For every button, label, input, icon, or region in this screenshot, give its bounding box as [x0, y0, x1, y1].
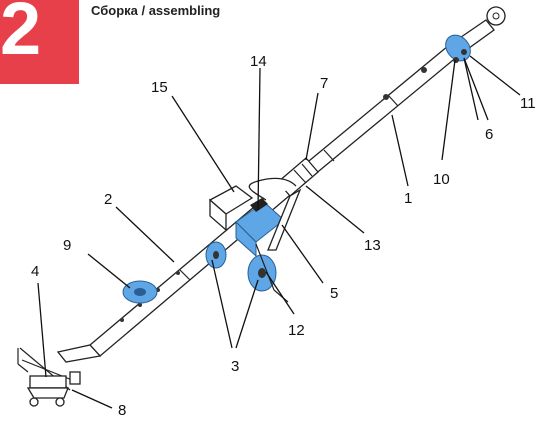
callout-3: 3	[231, 358, 239, 375]
callout-12: 12	[288, 322, 305, 339]
curved-pipe	[248, 177, 297, 201]
callout-1: 1	[404, 190, 412, 207]
step-badge: 2	[0, 0, 79, 84]
callout-5: 5	[330, 285, 338, 302]
leader-lines	[37, 55, 521, 409]
step-number: 2	[0, 0, 42, 70]
wheel-left	[205, 241, 227, 269]
callout-4: 4	[31, 263, 39, 280]
callout-14: 14	[250, 53, 267, 70]
callout-13: 13	[364, 237, 381, 254]
callout-8: 8	[118, 402, 126, 419]
callout-2: 2	[104, 191, 112, 208]
callout-labels: 1 2 3 4 5 6 7 8 9 10 11 12 13 14 15	[31, 53, 536, 419]
lower-clamp	[122, 280, 158, 304]
callout-7: 7	[320, 75, 328, 92]
gearbox-housing	[208, 185, 254, 232]
callout-15: 15	[151, 79, 168, 96]
section-title: Сборка / assembling	[91, 3, 221, 18]
upper-boom-tube	[291, 45, 459, 186]
callout-6: 6	[485, 126, 493, 143]
motor-box	[235, 198, 285, 258]
callout-10: 10	[433, 171, 450, 188]
base-stand	[17, 344, 102, 407]
support-arm	[267, 188, 302, 251]
callout-11: 11	[520, 95, 536, 112]
top-clamp	[445, 34, 471, 63]
bracket	[255, 243, 289, 303]
callout-9: 9	[63, 237, 71, 254]
wheel-right	[247, 254, 277, 292]
